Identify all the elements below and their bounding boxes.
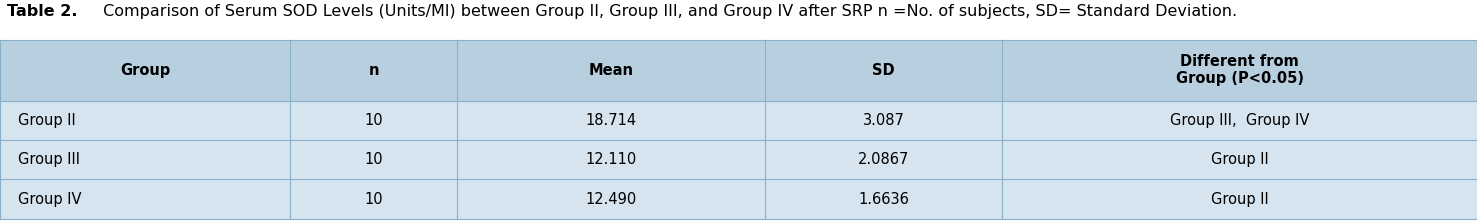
Text: 12.110: 12.110	[585, 152, 637, 167]
Bar	[1003, 140, 1477, 179]
Text: 2.0867: 2.0867	[858, 152, 910, 167]
Text: SD: SD	[873, 63, 895, 78]
Text: Group II: Group II	[1211, 192, 1269, 207]
Bar	[1003, 101, 1477, 140]
Text: Group: Group	[120, 63, 170, 78]
Bar	[289, 40, 458, 101]
Bar	[765, 179, 1003, 219]
Text: Table 2.: Table 2.	[7, 4, 78, 19]
Text: Different from
Group (P<0.05): Different from Group (P<0.05)	[1176, 54, 1304, 86]
Text: 18.714: 18.714	[585, 113, 637, 128]
Text: 12.490: 12.490	[585, 192, 637, 207]
Text: Group II: Group II	[18, 113, 75, 128]
Text: Mean: Mean	[588, 63, 634, 78]
Bar	[1003, 179, 1477, 219]
Text: 10: 10	[365, 192, 383, 207]
Bar	[458, 140, 765, 179]
Text: Group III,  Group IV: Group III, Group IV	[1170, 113, 1309, 128]
Bar	[289, 179, 458, 219]
Bar	[765, 140, 1003, 179]
Bar	[458, 101, 765, 140]
Bar	[0, 140, 289, 179]
Bar	[765, 101, 1003, 140]
Text: Group II: Group II	[1211, 152, 1269, 167]
Text: Group IV: Group IV	[18, 192, 81, 207]
Text: 10: 10	[365, 152, 383, 167]
Bar	[458, 40, 765, 101]
Text: 3.087: 3.087	[863, 113, 904, 128]
Text: 1.6636: 1.6636	[858, 192, 908, 207]
Bar	[458, 179, 765, 219]
Text: Group III: Group III	[18, 152, 80, 167]
Bar	[0, 40, 289, 101]
Bar	[0, 179, 289, 219]
Bar	[289, 140, 458, 179]
Bar	[765, 40, 1003, 101]
Bar	[289, 101, 458, 140]
Text: n: n	[368, 63, 380, 78]
Text: Comparison of Serum SOD Levels (Units/Ml) between Group II, Group III, and Group: Comparison of Serum SOD Levels (Units/Ml…	[99, 4, 1238, 19]
Bar	[0, 101, 289, 140]
Bar	[1003, 40, 1477, 101]
Text: 10: 10	[365, 113, 383, 128]
